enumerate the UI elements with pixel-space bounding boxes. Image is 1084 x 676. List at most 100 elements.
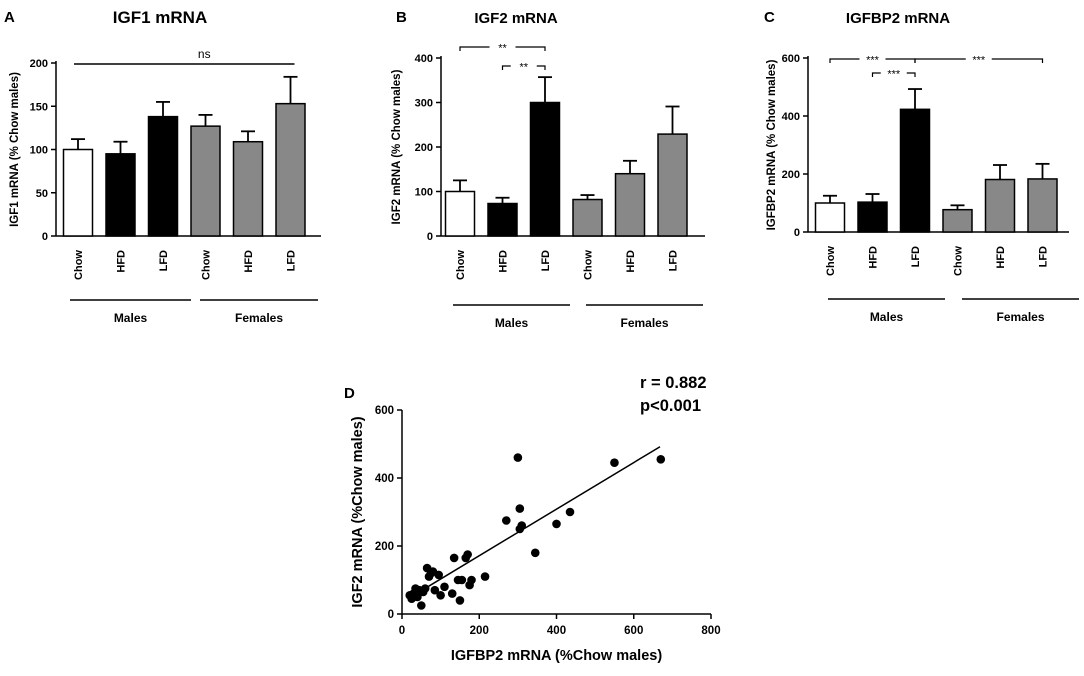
significance-bg (965, 53, 992, 64)
bar (487, 202, 518, 237)
x-tick-label: HFD (116, 250, 128, 273)
significance-label: ** (498, 43, 507, 55)
significance-bg (880, 67, 907, 78)
x-tick-label: LFD (668, 250, 680, 271)
scatter-point (436, 591, 445, 600)
scatter-point (467, 575, 476, 585)
group-label: Males (495, 316, 529, 330)
chart-title: IGF2 mRNA (474, 10, 558, 27)
scatter-point (515, 504, 525, 513)
y-tick-label: 0 (427, 231, 433, 243)
x-tick-label: 200 (470, 625, 489, 637)
chart-title: IGF1 mRNA (113, 8, 207, 27)
stat-p: p<0.001 (640, 397, 701, 415)
panel-a: A IGF1 mRNA 0 50 100 150 200 IGF1 mRNA (% Chow … (4, 8, 321, 325)
scatter-point (420, 584, 430, 593)
y-tick-label: 0 (794, 227, 800, 239)
y-tick-label: 400 (415, 53, 433, 65)
bar (657, 133, 688, 237)
x-tick-label: HFD (243, 250, 255, 273)
scatter-point (457, 575, 467, 585)
y-tick-label: 200 (415, 142, 433, 154)
significance-bg (510, 60, 537, 71)
significance-label: *** (887, 69, 901, 81)
group-label: Females (996, 310, 1044, 324)
y-tick-label: 200 (375, 541, 394, 553)
x-tick-label: HFD (995, 246, 1007, 269)
group-label: Males (114, 311, 148, 325)
group-label: Males (870, 310, 904, 324)
y-tick-label: 0 (388, 609, 394, 621)
bar (190, 125, 221, 237)
x-tick-label: LFD (540, 250, 552, 271)
x-tick-label: LFD (158, 250, 170, 271)
bar (529, 101, 561, 237)
bar (105, 153, 136, 237)
bar (899, 108, 931, 233)
scatter-point (552, 519, 561, 529)
scatter-point (513, 453, 523, 462)
scatter-point (463, 550, 472, 559)
scatter-point (413, 592, 422, 602)
y-tick-label: 150 (30, 101, 48, 113)
bar (572, 198, 603, 237)
x-tick-label: Chow (953, 246, 965, 276)
scatter-point (565, 507, 575, 517)
x-tick-label: Chow (825, 246, 837, 276)
x-tick-label: LFD (910, 246, 922, 267)
x-tick-label: 600 (624, 625, 643, 637)
significance-label: *** (866, 55, 880, 67)
bar (814, 202, 846, 233)
panel-letter: C (764, 9, 775, 26)
x-tick-label: LFD (1038, 246, 1050, 267)
panel-letter: B (396, 9, 407, 26)
x-tick-label: 0 (399, 625, 405, 637)
bar (62, 148, 94, 237)
panel-letter: A (4, 9, 15, 26)
scatter-point (417, 601, 426, 610)
x-tick-label: HFD (868, 246, 880, 269)
x-tick-label: Chow (201, 250, 213, 280)
panel-c: C IGFBP2 mRNA 0 200 400 600 IGFBP2 mRNA (% Cho… (764, 9, 1079, 324)
bar (984, 178, 1016, 233)
x-tick-label: Chow (455, 250, 467, 280)
scatter-point (610, 458, 619, 468)
y-tick-label: 600 (375, 405, 394, 417)
y-tick-label: 400 (375, 473, 394, 485)
scatter-point (455, 596, 465, 605)
y-tick-label: 200 (30, 58, 48, 70)
x-tick-label: Chow (583, 250, 595, 280)
y-tick-label: 300 (415, 98, 433, 110)
group-label: Females (620, 316, 668, 330)
x-tick-label: Chow (73, 250, 85, 280)
bar (942, 208, 973, 233)
bar (275, 102, 306, 237)
y-axis-label: IGF2 mRNA (% Chow males) (391, 69, 403, 224)
regression-line (409, 446, 661, 599)
x-tick-label: HFD (498, 250, 510, 273)
stat-r: r = 0.882 (640, 374, 707, 392)
scatter-point (447, 589, 457, 598)
significance-label: ns (198, 47, 211, 61)
scatter-point (517, 521, 527, 530)
y-tick-label: 600 (782, 53, 800, 65)
y-tick-label: 100 (30, 145, 48, 157)
x-tick-label: LFD (286, 250, 298, 271)
x-tick-label: 400 (547, 625, 566, 637)
scatter-point (501, 516, 511, 525)
y-tick-label: 100 (415, 187, 433, 199)
bar (1027, 178, 1058, 233)
y-axis-label: IGF2 mRNA (%Chow males) (350, 416, 366, 607)
significance-label: *** (972, 55, 986, 67)
scatter-point (440, 582, 449, 592)
bar (147, 115, 179, 237)
group-label: Females (235, 311, 283, 325)
y-tick-label: 400 (782, 111, 800, 123)
bar (232, 140, 264, 237)
y-tick-label: 50 (36, 188, 48, 200)
panel-d: D 0 200 400 600 0 200 400 600 800 IGFBP2 mRNA (%Ch… (344, 374, 721, 664)
bar (614, 172, 646, 237)
panel-letter: D (344, 385, 355, 402)
significance-bg (859, 53, 886, 64)
scatter-point (480, 572, 490, 581)
